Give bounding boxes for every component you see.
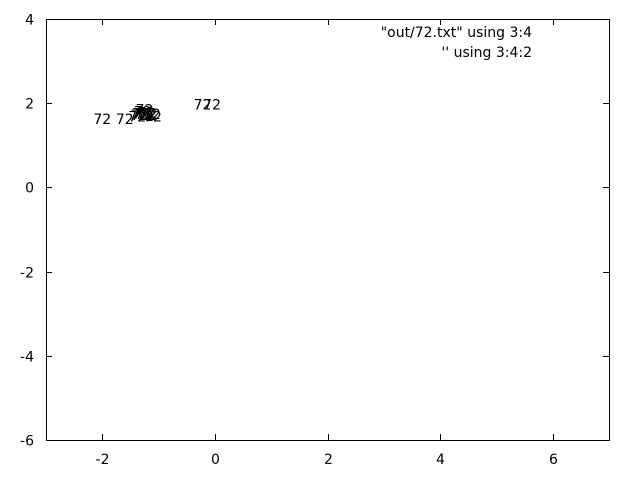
data-point-label: 72 bbox=[137, 105, 155, 121]
x-tick-label: 2 bbox=[324, 452, 333, 468]
data-point-label: 72 bbox=[116, 112, 134, 128]
x-tick-label: -2 bbox=[96, 452, 110, 468]
y-tick-label: -6 bbox=[20, 434, 34, 450]
legend-entry-1: "out/72.txt" using 3:4 bbox=[381, 25, 532, 41]
data-point-label: 72 bbox=[203, 97, 221, 113]
legend-entry-2: '' using 3:4:2 bbox=[441, 45, 532, 61]
data-point-label: 72 bbox=[143, 107, 161, 123]
data-point-label: 72 bbox=[140, 106, 158, 122]
y-tick-label: -4 bbox=[20, 350, 34, 366]
x-axis: -2 0 2 4 6 bbox=[96, 19, 558, 468]
data-point-label: 72 bbox=[136, 109, 154, 125]
y-tick-label: -2 bbox=[20, 266, 34, 282]
x-tick-label: 6 bbox=[549, 452, 558, 468]
y-tick-label: 0 bbox=[25, 181, 34, 197]
data-point-label: 72 bbox=[93, 112, 111, 128]
data-point-label: 72 bbox=[144, 110, 162, 126]
data-point-label: 72 bbox=[131, 108, 149, 124]
y-tick-label: 4 bbox=[25, 13, 34, 29]
data-point-label: 72 bbox=[136, 103, 154, 119]
x-tick-label: 4 bbox=[436, 452, 445, 468]
data-point-label: 72 bbox=[134, 105, 152, 121]
y-axis: -6 -4 -2 0 2 4 bbox=[20, 13, 609, 450]
data-point-label: 72 bbox=[138, 108, 156, 124]
y-tick-label: 2 bbox=[25, 97, 34, 113]
legend: "out/72.txt" using 3:4 '' using 3:4:2 bbox=[381, 25, 532, 61]
data-point-label: 72 bbox=[128, 110, 146, 126]
plot-frame bbox=[46, 19, 610, 441]
data-point-label: 72 bbox=[194, 97, 212, 113]
data-point-label: 72 bbox=[132, 106, 150, 122]
x-tick-label: 0 bbox=[211, 452, 220, 468]
data-point-label: 72 bbox=[135, 107, 153, 123]
